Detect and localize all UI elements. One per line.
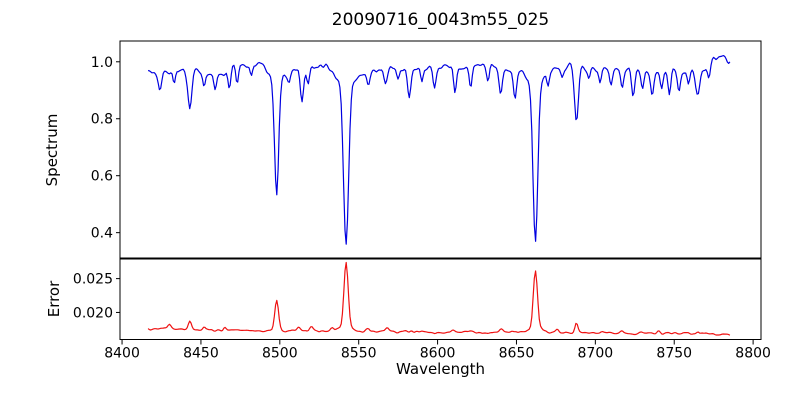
x-tick-label: 8600 [420, 346, 456, 362]
x-tick-label: 8650 [499, 346, 535, 362]
y-tick-label: 0.6 [91, 169, 113, 185]
x-tick-label: 8400 [104, 346, 140, 362]
y-tick-label: 0.025 [73, 272, 113, 288]
wavelength-axis-label: Wavelength [396, 360, 485, 378]
chart-title: 20090716_0043m55_025 [331, 10, 550, 30]
y-tick-label: 0.8 [91, 112, 113, 128]
y-tick-label: 0.4 [91, 226, 113, 242]
x-tick-label: 8750 [656, 346, 692, 362]
x-tick-label: 8450 [183, 346, 219, 362]
x-tick-label: 8550 [341, 346, 377, 362]
y-tick-label: 0.020 [73, 305, 113, 321]
x-tick-label: 8700 [578, 346, 614, 362]
spectrum-panel-border [119, 40, 762, 259]
x-tick-label: 8500 [262, 346, 298, 362]
y-tick-label: 1.0 [91, 55, 113, 71]
error-panel-border [119, 258, 762, 340]
spectrum-line [147, 55, 731, 245]
error-line [147, 261, 731, 336]
x-tick-label: 8800 [735, 346, 771, 362]
